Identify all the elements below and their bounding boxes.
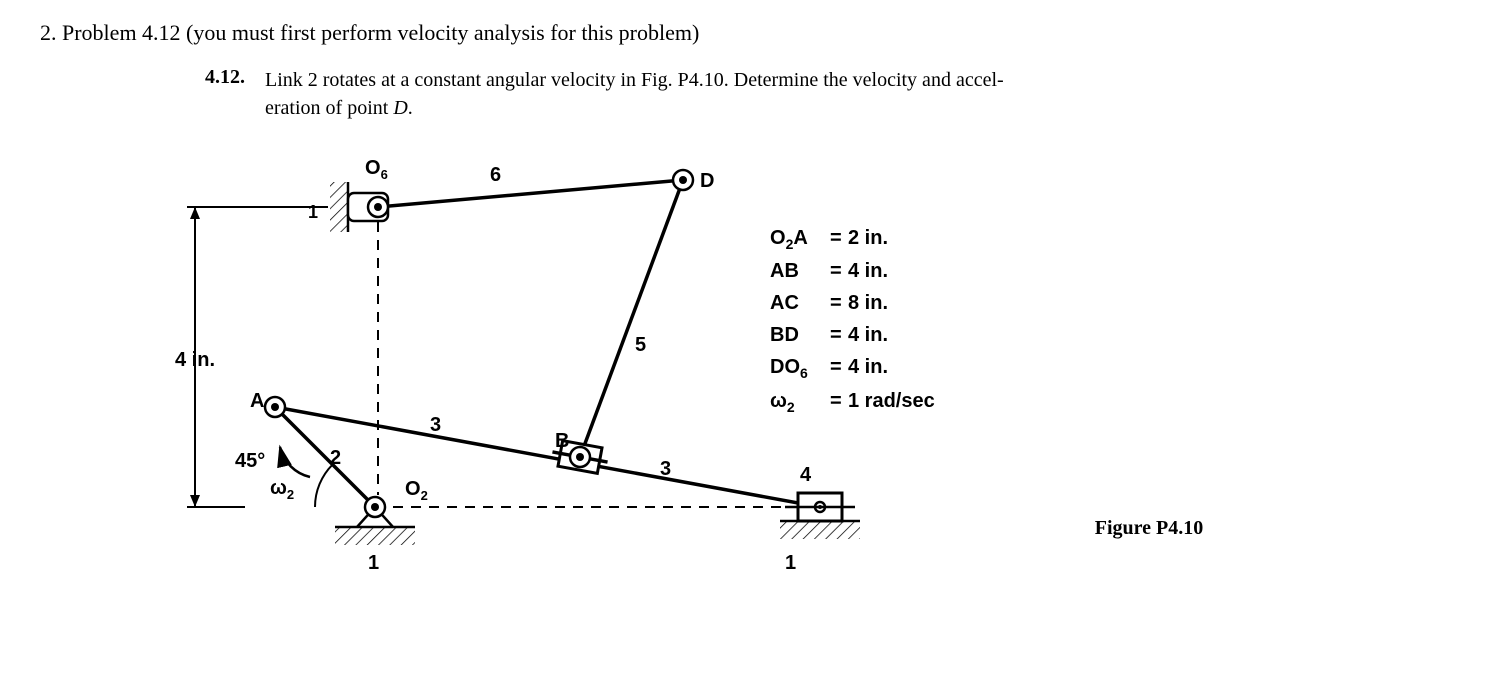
label-D: D bbox=[700, 170, 714, 193]
label-O2: O2 bbox=[405, 478, 428, 503]
label-three_right: 3 bbox=[660, 458, 671, 481]
label-A: A bbox=[250, 390, 264, 413]
label-one_bl: 1 bbox=[368, 552, 379, 575]
label-four_in: 4 in. bbox=[175, 349, 215, 372]
label-two: 2 bbox=[330, 447, 341, 470]
label-B: B bbox=[555, 430, 569, 453]
label-six: 6 bbox=[490, 164, 501, 187]
label-forty5: 45° bbox=[235, 450, 265, 473]
label-four: 4 bbox=[800, 464, 811, 487]
problem-statement: 4.12. Link 2 rotates at a constant angul… bbox=[205, 66, 1462, 122]
problem-header: 2. Problem 4.12 (you must first perform … bbox=[40, 20, 1462, 46]
mechanism-diagram: O66D154 in.A3B45°2ω2O23411 bbox=[160, 152, 740, 582]
label-five: 5 bbox=[635, 334, 646, 357]
label-three_mid: 3 bbox=[430, 414, 441, 437]
problem-text: Link 2 rotates at a constant angular vel… bbox=[265, 66, 1415, 122]
label-w2: ω2 bbox=[270, 477, 294, 502]
diagram-svg bbox=[160, 152, 870, 582]
figure-caption: Figure P4.10 bbox=[1095, 517, 1204, 540]
problem-number: 4.12. bbox=[205, 66, 260, 89]
figure-area: O66D154 in.A3B45°2ω2O23411 O2A=2 in. AB=… bbox=[160, 152, 1462, 582]
label-one_br: 1 bbox=[785, 552, 796, 575]
label-O6: O6 bbox=[365, 157, 388, 182]
label-one_top: 1 bbox=[308, 202, 318, 223]
